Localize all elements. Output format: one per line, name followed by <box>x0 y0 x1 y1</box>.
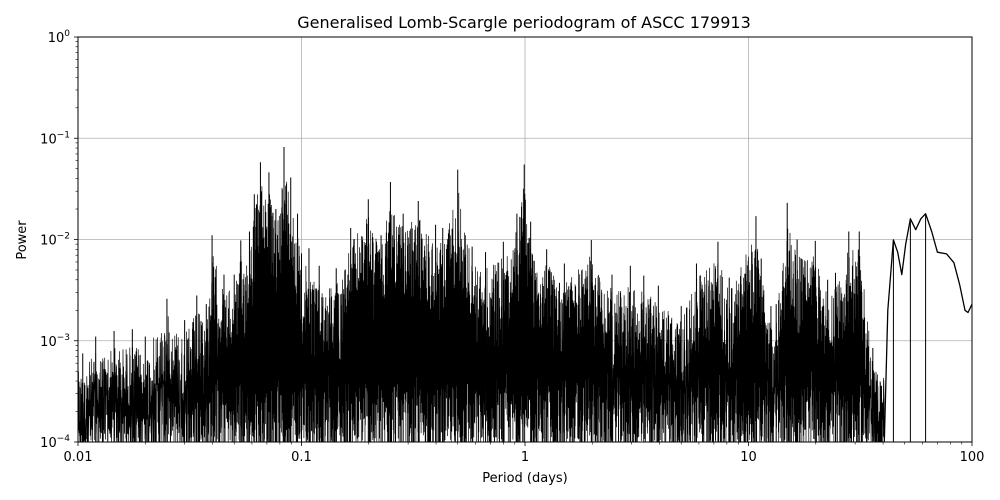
series-group <box>78 146 972 442</box>
y-tick-label: 10−4 <box>40 434 70 451</box>
y-tick-label: 10−1 <box>40 130 70 147</box>
x-tick-label: 1 <box>521 450 529 465</box>
x-tick-label: 0.1 <box>291 450 312 465</box>
y-axis-label: Power <box>15 220 30 260</box>
y-tick-label: 100 <box>48 29 71 46</box>
y-tick-label: 10−2 <box>40 232 70 249</box>
x-axis-label: Period (days) <box>482 471 568 486</box>
x-tick-label: 10 <box>740 450 757 465</box>
x-tick-label: 0.01 <box>64 450 93 465</box>
chart-title: Generalised Lomb-Scargle periodogram of … <box>297 13 751 32</box>
power-tail-line <box>883 213 972 442</box>
x-axis: 0.01 0.1 1 10 100 <box>64 442 985 465</box>
y-axis: 10−4 10−3 10−2 10−1 100 <box>40 29 78 451</box>
x-tick-label: 100 <box>960 450 985 465</box>
y-tick-label: 10−3 <box>40 333 70 350</box>
